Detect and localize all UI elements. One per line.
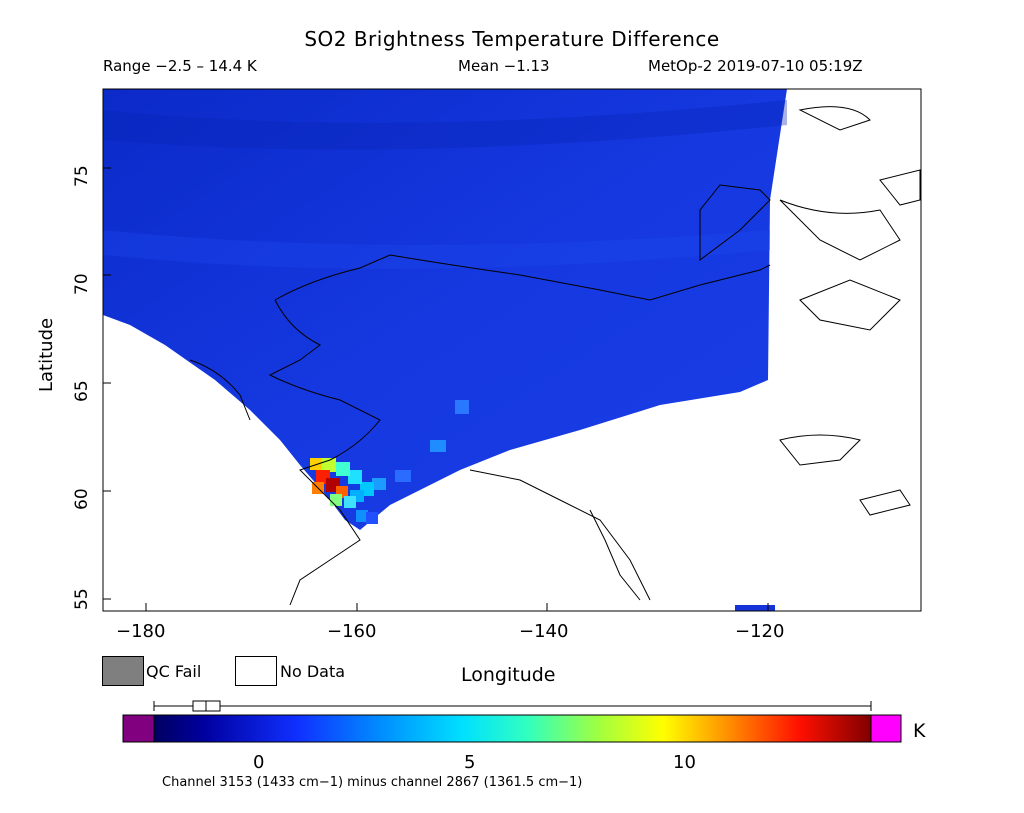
colorbar-tick-label: 5 [464,752,476,773]
axis-ticks [103,167,769,611]
data-fragment [735,605,775,611]
coastlines [189,106,921,606]
colorbar-overflow [870,714,902,743]
xtick-label: −140 [519,621,569,642]
y-axis-label: Latitude [36,317,57,392]
ytick-label: 75 [72,165,92,187]
no-data-label: No Data [280,662,346,681]
colorbar-underflow [122,714,155,743]
plot-frame [102,88,922,612]
mean-readout: Mean −1.13 [458,57,550,75]
map-title: SO2 Brightness Temperature Difference [304,27,720,51]
ytick-label: 65 [72,380,92,402]
ytick-label: 70 [72,273,92,295]
colorbar [153,714,872,743]
no-data-swatch [235,656,277,686]
satellite-time-readout: MetOp-2 2019-07-10 05:19Z [648,57,863,75]
colorbar-tick-label: 0 [253,752,265,773]
colorbar-tick-label: 10 [673,752,696,773]
colorbar-unit: K [913,720,926,742]
ytick-label: 60 [72,488,92,510]
xtick-label: −180 [116,621,166,642]
data-swath [103,89,787,530]
so2-plume [310,400,469,524]
xtick-label: −160 [327,621,377,642]
xtick-label: −120 [735,621,785,642]
swath-band [103,230,770,269]
qc-fail-swatch [102,656,144,686]
ytick-label: 55 [72,588,92,610]
x-axis-label: Longitude [461,664,556,686]
channel-caption: Channel 3153 (1433 cm−1) minus channel 2… [162,775,583,790]
distribution-boxplot [153,700,872,712]
range-readout: Range −2.5 – 14.4 K [103,57,257,75]
swath-band [103,100,787,150]
qc-fail-label: QC Fail [146,662,202,681]
